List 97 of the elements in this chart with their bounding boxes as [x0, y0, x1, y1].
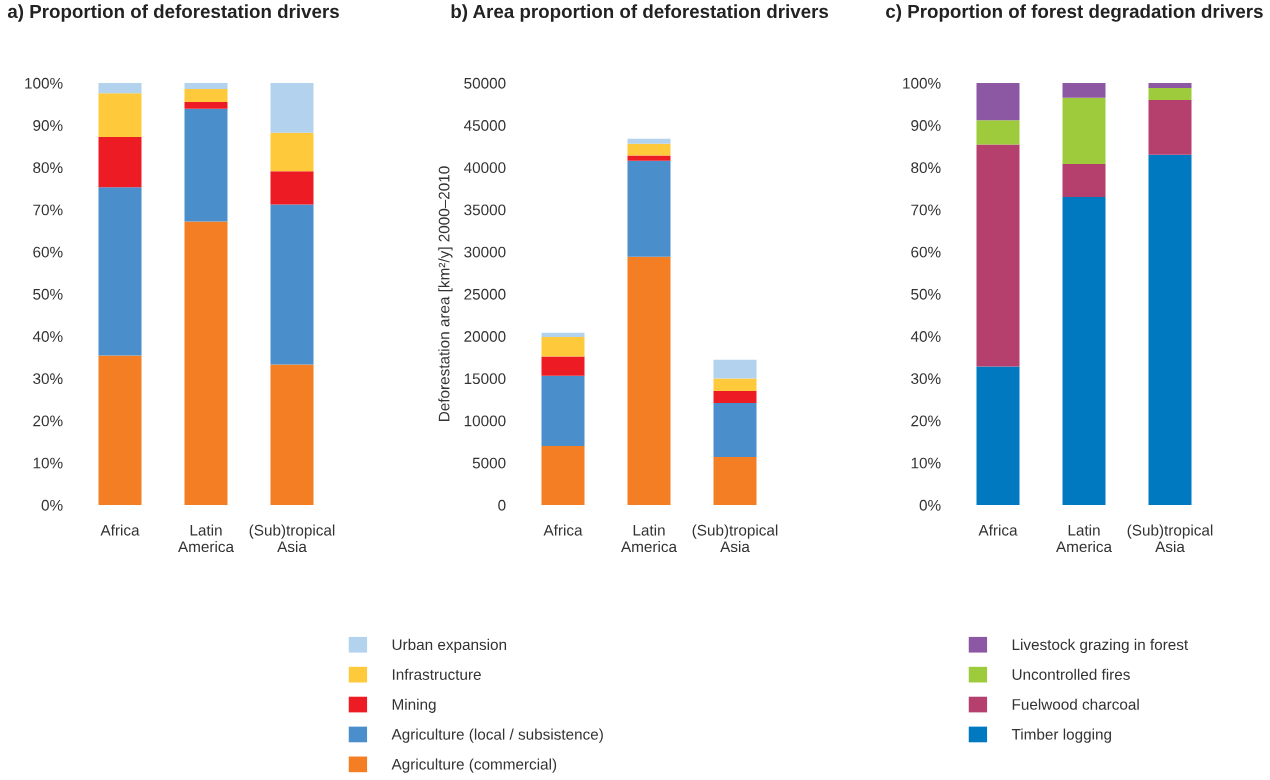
legend-label: Fuelwood charcoal: [1012, 698, 1139, 710]
legend-label: Livestock grazing in forest: [1012, 638, 1189, 654]
y-tick-label: 80%: [911, 162, 941, 174]
bar: [270, 204, 314, 365]
bar: [98, 355, 142, 505]
bar: [1148, 83, 1192, 89]
bar: [184, 101, 228, 109]
x-tick-label: Latin America: [621, 524, 678, 553]
bar: [976, 83, 1020, 121]
y-tick-label: 50000: [464, 77, 506, 89]
y-tick-label: 90%: [33, 120, 63, 131]
bar: [541, 375, 585, 446]
y-tick-label: 0%: [41, 499, 63, 511]
bar: [1062, 164, 1106, 197]
y-tick-label: 35000: [464, 204, 506, 216]
y-tick-label: 10000: [464, 415, 506, 427]
y-tick-label: 20%: [33, 415, 63, 427]
y-tick-label: 15000: [464, 373, 506, 385]
bar: [713, 391, 757, 403]
y-tick-label: 20%: [911, 415, 941, 427]
bar: [270, 171, 314, 205]
y-tick-label: 0%: [919, 499, 941, 511]
y-tick-label: 100%: [903, 77, 941, 89]
bar: [627, 138, 671, 144]
x-tick-label: (Sub)tropical Asia: [692, 524, 778, 553]
bar: [541, 445, 585, 505]
bar: [976, 144, 1020, 367]
bar: [713, 402, 757, 457]
bar: [270, 132, 314, 172]
bar: [270, 83, 314, 133]
legend-label: Agriculture (commercial): [391, 758, 557, 773]
y-tick-label: 50%: [33, 288, 63, 300]
y-tick-label: 25000: [464, 288, 506, 300]
bar: [713, 378, 757, 392]
x-tick-label: Africa: [978, 524, 1018, 536]
y-axis-title: Deforestation area [km²/y] 2000–2010: [438, 166, 453, 421]
x-tick-label: Africa: [100, 524, 140, 536]
y-tick-label: 5000: [472, 457, 506, 469]
x-tick-label: Latin America: [1056, 524, 1113, 553]
y-tick-label: 45000: [463, 120, 506, 131]
y-tick-label: 40%: [910, 331, 941, 342]
legend-label: Mining: [392, 698, 436, 713]
x-tick-label: Africa: [543, 524, 583, 536]
legend-label: Agriculture (local / subsistence): [391, 728, 603, 743]
bar: [98, 83, 142, 94]
y-tick-label: 50%: [911, 288, 941, 300]
bar: [1148, 154, 1192, 505]
y-tick-label: 60%: [33, 246, 63, 258]
bar: [1062, 97, 1106, 165]
bar: [541, 332, 585, 338]
chart-title: b) Area proportion of deforestation drivers: [451, 4, 829, 22]
bar: [1148, 99, 1192, 155]
bar: [627, 155, 671, 161]
y-tick-label: 10%: [911, 457, 941, 469]
x-tick-label: (Sub)tropical Asia: [1127, 524, 1213, 553]
y-tick-label: 30%: [911, 373, 941, 385]
bar: [98, 93, 142, 138]
bar: [541, 337, 585, 357]
y-tick-label: 90%: [911, 120, 941, 131]
y-tick-label: 100%: [25, 77, 63, 89]
chart-title: c) Proportion of forest degradation drivers: [886, 4, 1263, 22]
bar: [184, 108, 228, 222]
bar: [627, 143, 671, 156]
chart-title: a) Proportion of deforestation drivers: [7, 4, 339, 22]
bar: [270, 364, 314, 505]
bar: [976, 120, 1020, 145]
y-tick-label: 30000: [464, 246, 506, 258]
y-tick-label: 40000: [463, 162, 506, 174]
x-tick-label: Latin America: [178, 524, 235, 553]
bar: [713, 359, 757, 379]
bar: [184, 221, 228, 505]
y-tick-label: 30%: [33, 373, 63, 385]
bar: [98, 187, 142, 356]
y-tick-label: 60%: [911, 246, 941, 258]
legend-label: Timber logging: [1011, 728, 1112, 743]
y-tick-label: 0: [498, 499, 506, 511]
y-tick-label: 70%: [33, 204, 63, 216]
bar: [713, 456, 757, 505]
bar: [1062, 83, 1106, 98]
x-tick-label: (Sub)tropical Asia: [249, 524, 335, 553]
bar: [976, 366, 1020, 505]
bar: [184, 88, 228, 102]
y-tick-label: 80%: [33, 162, 63, 174]
y-tick-label: 70%: [911, 204, 941, 216]
y-tick-label: 20000: [464, 331, 506, 342]
bar: [1062, 196, 1106, 505]
legend-label: Infrastructure: [392, 668, 481, 680]
bar: [541, 356, 585, 376]
bar: [98, 137, 142, 188]
bar: [184, 83, 228, 89]
y-tick-label: 40%: [32, 331, 63, 342]
bar: [627, 256, 671, 505]
bar: [1148, 88, 1192, 100]
y-tick-label: 10%: [33, 457, 63, 469]
legend-label: Uncontrolled fires: [1012, 668, 1130, 680]
bar: [627, 160, 671, 257]
legend-label: Urban expansion: [392, 638, 507, 654]
